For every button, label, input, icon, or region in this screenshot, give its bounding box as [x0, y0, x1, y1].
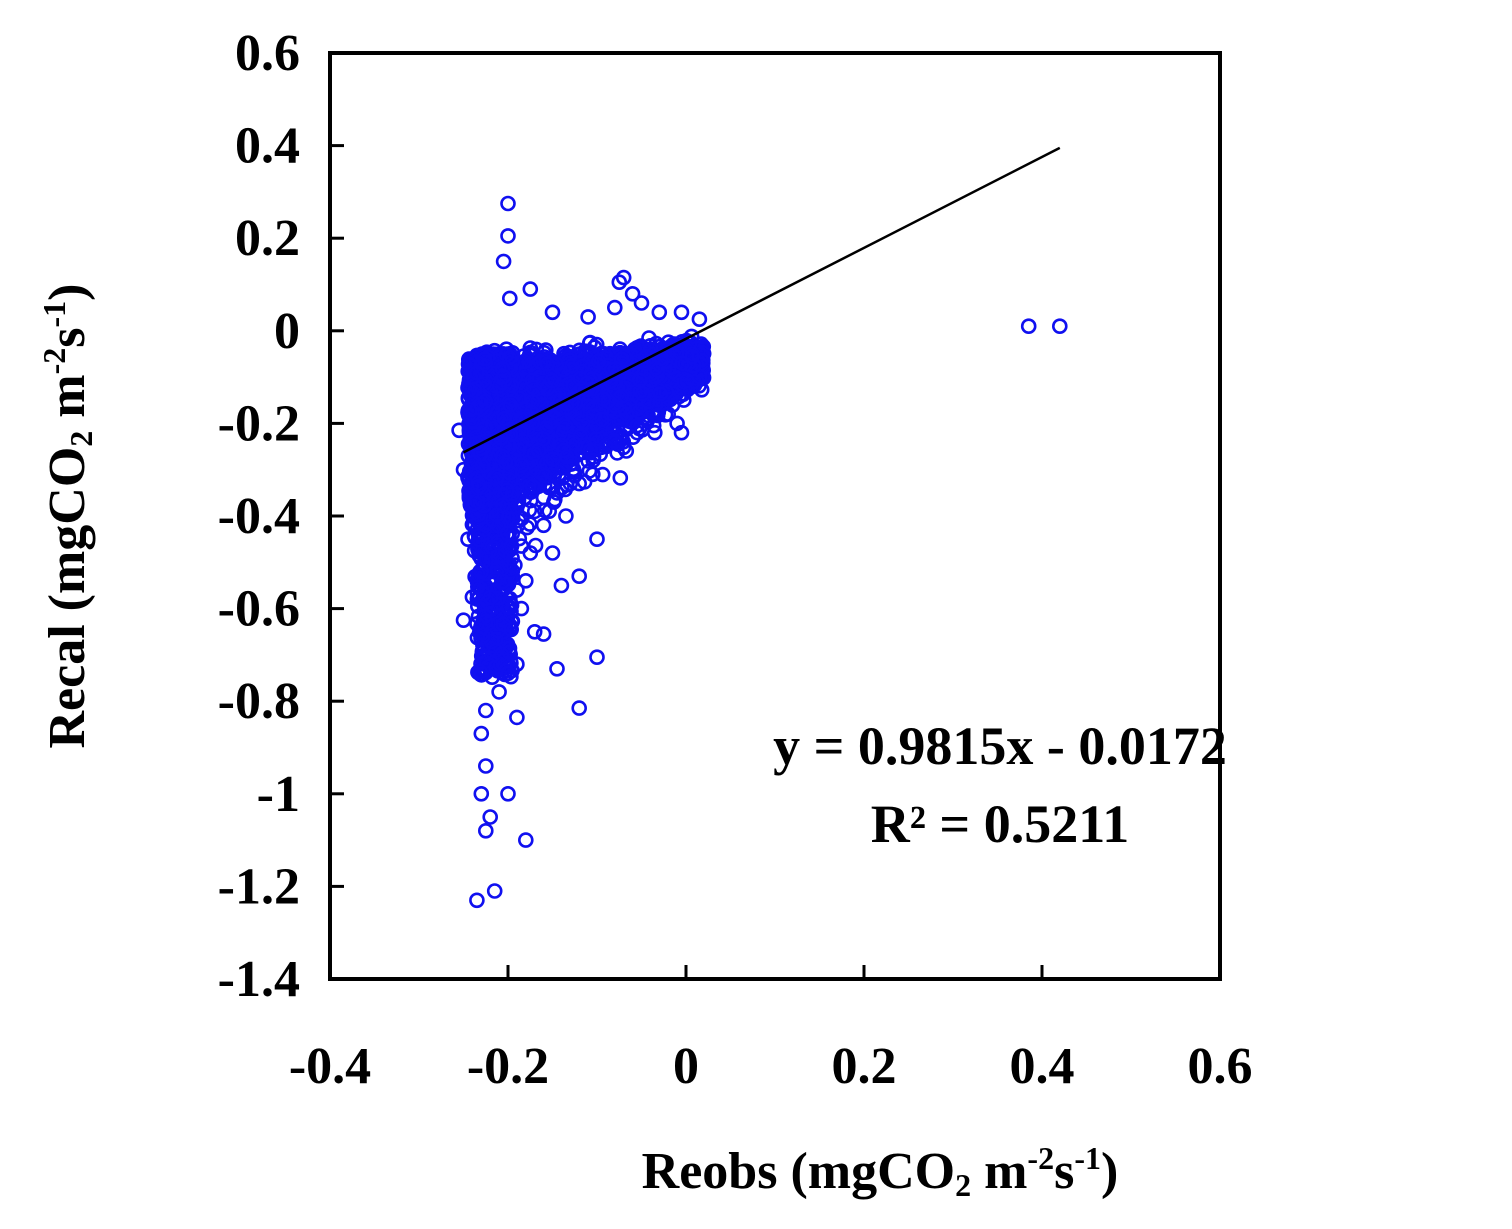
data-point	[495, 253, 512, 270]
y-tick-label: -0.2	[218, 395, 300, 452]
data-point	[633, 295, 650, 311]
data-point	[629, 417, 645, 434]
data-point	[571, 475, 588, 492]
data-point	[500, 665, 516, 682]
data-point	[535, 517, 552, 534]
data-point	[1020, 318, 1037, 335]
x-axis-title: Reobs (mgCO2 m-2s-1)	[642, 1140, 1119, 1203]
y-tick-label: 0	[274, 303, 300, 360]
data-point	[473, 725, 490, 742]
data-point	[509, 582, 525, 598]
data-point	[558, 508, 574, 524]
data-point	[471, 478, 488, 494]
y-tick-label: -1.2	[218, 858, 300, 915]
x-tick-label: 0	[673, 1038, 699, 1095]
data-point	[473, 785, 490, 802]
data-point	[549, 660, 565, 677]
data-point	[486, 883, 503, 899]
data-point	[598, 438, 614, 455]
y-tick-label: -0.8	[218, 673, 300, 730]
data-point	[1052, 318, 1068, 335]
y-tick-label: -1	[257, 766, 300, 823]
data-point	[660, 406, 677, 422]
x-tick-labels: -0.4 -0.2 0 0.2 0.4 0.6	[289, 1038, 1253, 1095]
y-tick-label: 0.4	[235, 118, 300, 175]
data-point	[482, 809, 499, 825]
data-point	[469, 892, 485, 909]
y-tick-label: 0.2	[235, 210, 300, 267]
data-point	[451, 422, 467, 439]
scatter-points	[451, 195, 1068, 909]
data-point	[589, 531, 605, 548]
data-point	[535, 626, 552, 642]
y-tick-label: -1.4	[218, 951, 300, 1008]
data-point	[477, 758, 494, 774]
data-point	[544, 304, 561, 321]
data-point	[651, 304, 668, 321]
data-point	[571, 568, 588, 585]
data-point	[509, 656, 525, 673]
x-tick-label: 0.2	[832, 1038, 897, 1095]
y-tick-label: -0.4	[218, 488, 300, 545]
r-squared-label: R² = 0.5211	[871, 794, 1129, 854]
data-point	[460, 531, 476, 548]
data-point	[673, 424, 690, 441]
data-point	[571, 700, 588, 716]
data-point	[477, 822, 494, 839]
data-point	[562, 475, 579, 492]
data-point	[526, 503, 543, 520]
y-tick-labels: 0.6 0.4 0.2 0 -0.2 -0.4 -0.6 -0.8 -1 -1.2 -1.4	[218, 25, 300, 1008]
data-point	[464, 589, 481, 605]
data-point	[517, 572, 534, 589]
data-point	[517, 832, 534, 848]
data-point	[455, 461, 472, 478]
trendline	[462, 146, 1061, 454]
data-point	[553, 577, 570, 594]
data-point	[611, 274, 628, 291]
data-point	[473, 563, 490, 580]
data-point	[491, 684, 507, 700]
data-point	[646, 424, 663, 441]
data-point	[549, 485, 565, 501]
data-point	[589, 649, 605, 666]
data-point	[535, 489, 552, 506]
data-point	[477, 702, 494, 719]
data-point	[509, 709, 525, 726]
data-point	[500, 785, 516, 802]
data-point	[526, 623, 543, 640]
data-point	[580, 309, 596, 325]
x-tick-label: -0.2	[467, 1038, 549, 1095]
x-tick-label: -0.4	[289, 1038, 371, 1095]
data-point	[606, 299, 623, 316]
axis-ticks	[328, 51, 1222, 981]
data-point	[455, 612, 472, 629]
x-tick-label: 0.6	[1188, 1038, 1253, 1095]
data-point	[544, 545, 561, 561]
y-axis-title: Recal (mgCO2 m-2s-1)	[36, 283, 99, 748]
regression-equation: y = 0.9815x - 0.0172	[773, 716, 1227, 776]
data-point	[624, 285, 641, 302]
data-point	[513, 538, 530, 554]
data-point	[513, 600, 530, 617]
data-point	[615, 269, 632, 286]
y-tick-label: -0.6	[218, 581, 300, 638]
data-point	[691, 311, 708, 328]
x-tick-label: 0.4	[1010, 1038, 1075, 1095]
data-point	[500, 195, 516, 212]
y-tick-label: 0.6	[235, 25, 300, 82]
data-point	[522, 281, 539, 297]
data-point	[673, 304, 690, 321]
data-point	[501, 290, 518, 307]
data-point	[500, 228, 516, 244]
